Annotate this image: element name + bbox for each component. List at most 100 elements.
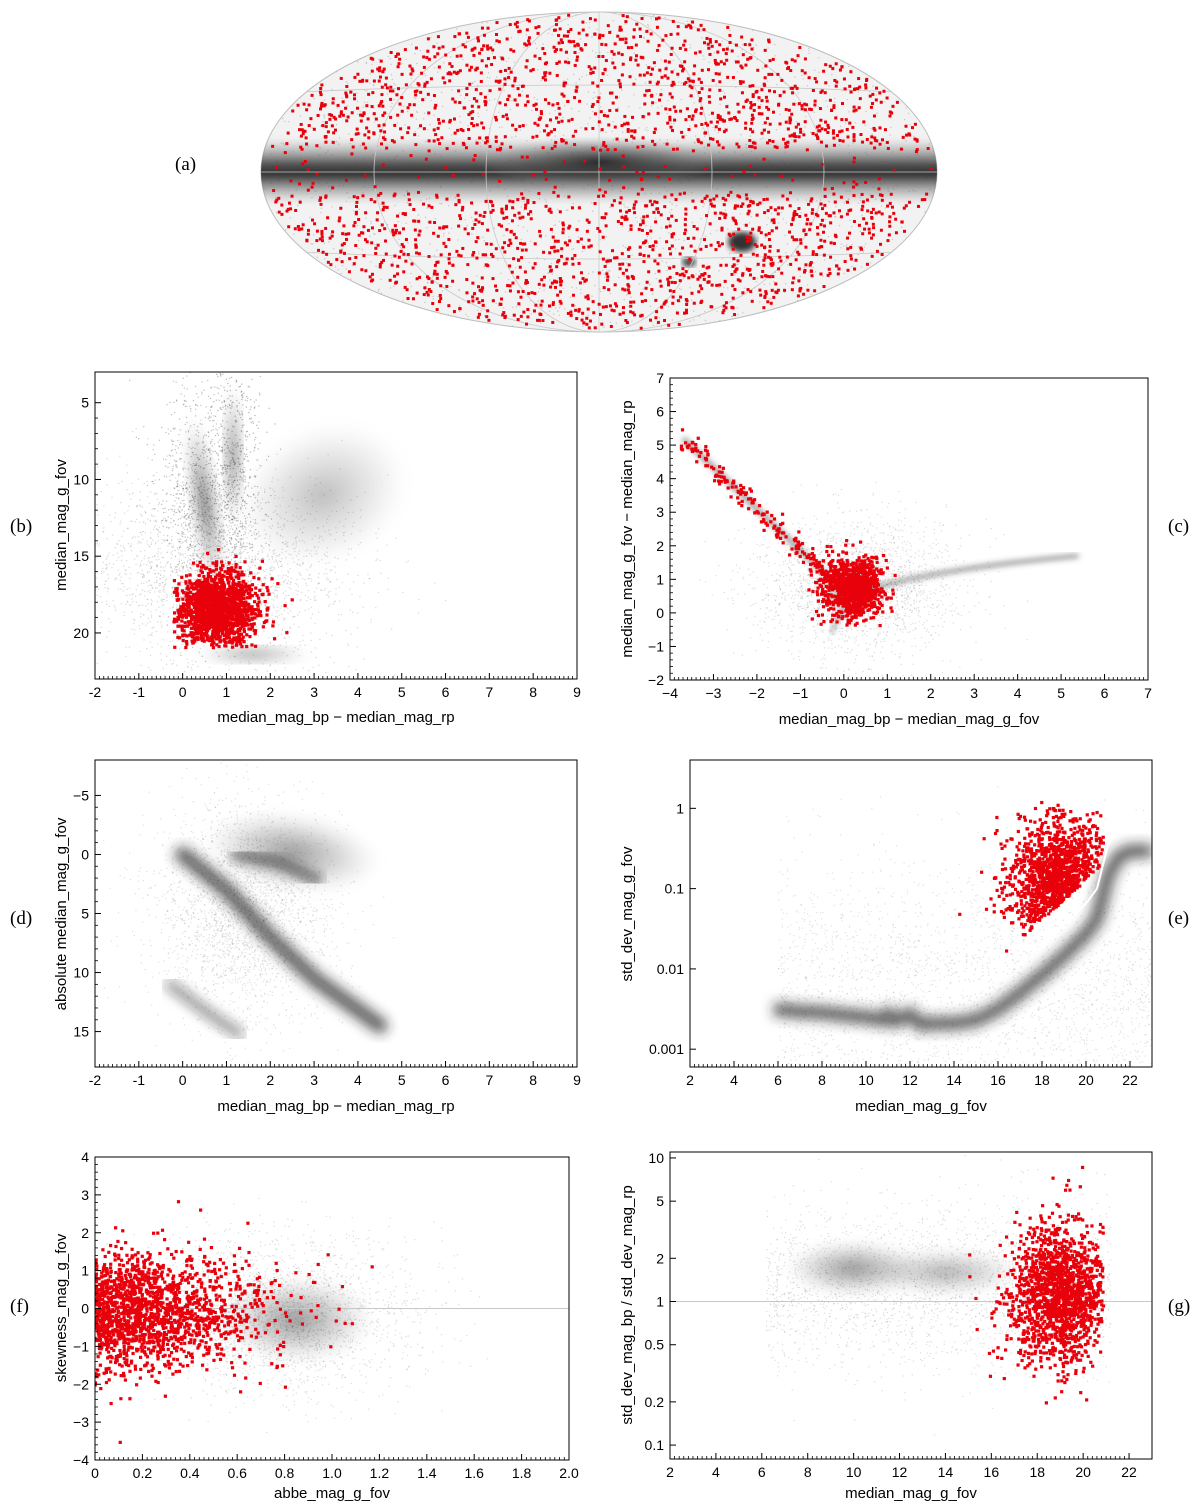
sky-highlight-point xyxy=(690,86,694,90)
sky-density-point xyxy=(653,14,655,17)
sky-density-point xyxy=(655,277,657,280)
sky-highlight-point xyxy=(910,126,914,130)
sky-highlight-point xyxy=(671,80,675,84)
sky-highlight-point xyxy=(862,217,866,221)
sky-highlight-point xyxy=(435,195,439,199)
sky-highlight-point xyxy=(548,304,552,308)
sky-highlight-point xyxy=(475,123,479,127)
sky-highlight-point xyxy=(285,209,289,213)
sky-density-point xyxy=(755,240,758,242)
sky-highlight-point xyxy=(639,326,643,330)
sky-density-point xyxy=(451,89,453,91)
sky-highlight-point xyxy=(724,52,728,56)
density-point xyxy=(209,634,211,636)
density-point xyxy=(280,633,283,636)
sky-density-point xyxy=(883,101,885,103)
sky-highlight-point xyxy=(275,166,279,170)
sky-highlight-point xyxy=(649,32,653,36)
sky-highlight-point xyxy=(283,151,287,155)
sky-density-point xyxy=(499,56,501,58)
sky-highlight-point xyxy=(763,253,767,257)
sky-highlight-point xyxy=(613,283,617,287)
sky-highlight-point xyxy=(624,319,628,323)
density-point xyxy=(304,609,306,611)
density-point xyxy=(115,577,117,579)
sky-density-point xyxy=(458,310,461,313)
sky-highlight-point xyxy=(707,143,711,147)
sky-highlight-point xyxy=(734,43,738,47)
sky-highlight-point xyxy=(365,79,369,83)
sky-highlight-point xyxy=(671,295,675,299)
sky-highlight-point xyxy=(566,30,570,34)
sky-highlight-point xyxy=(713,58,717,62)
sky-density-point xyxy=(750,216,753,218)
sky-highlight-point xyxy=(504,103,508,107)
sky-highlight-point xyxy=(672,289,676,293)
sky-highlight-point xyxy=(627,291,631,295)
sky-highlight-point xyxy=(634,43,638,47)
sky-highlight-point xyxy=(741,291,745,295)
sky-density-point xyxy=(857,246,860,248)
sky-highlight-point xyxy=(856,87,860,91)
sky-density-point xyxy=(605,131,607,133)
density-point xyxy=(317,611,320,613)
sky-density-point xyxy=(875,94,878,96)
sky-highlight-point xyxy=(478,51,482,55)
density-point xyxy=(224,559,227,562)
sky-density-point xyxy=(536,47,538,50)
sky-highlight-point xyxy=(849,245,853,249)
sky-density-point xyxy=(806,85,809,87)
sky-highlight-point xyxy=(785,61,789,65)
density-point xyxy=(129,573,132,575)
sky-highlight-point xyxy=(857,106,861,110)
sky-highlight-point xyxy=(543,74,547,78)
sky-highlight-point xyxy=(301,132,305,136)
density-point xyxy=(185,584,187,586)
sky-highlight-point xyxy=(765,274,769,278)
sky-highlight-point xyxy=(477,285,481,289)
density-point xyxy=(111,496,113,499)
density-point xyxy=(287,571,290,574)
sky-highlight-point xyxy=(844,118,848,122)
sky-highlight-point xyxy=(663,195,667,199)
sky-highlight-point xyxy=(484,199,488,203)
sky-density-point xyxy=(440,91,443,94)
density-point xyxy=(189,554,191,556)
density-point xyxy=(304,644,306,646)
sky-highlight-point xyxy=(715,140,719,144)
density-point xyxy=(120,549,122,552)
sky-highlight-point xyxy=(800,104,804,108)
sky-highlight-point xyxy=(852,139,856,143)
sky-highlight-point xyxy=(398,231,402,235)
sky-highlight-point xyxy=(304,136,308,140)
sky-highlight-point xyxy=(416,190,420,194)
sky-density-point xyxy=(450,56,452,58)
sky-density-point xyxy=(497,259,499,261)
sky-highlight-point xyxy=(563,241,567,245)
density-point xyxy=(157,551,160,553)
sky-highlight-point xyxy=(313,222,317,226)
sky-highlight-point xyxy=(875,86,879,90)
sky-density-point xyxy=(704,319,707,322)
sky-density-point xyxy=(701,36,703,39)
sky-highlight-point xyxy=(471,299,475,303)
sky-density-point xyxy=(507,72,509,75)
sky-highlight-point xyxy=(613,42,617,46)
sky-density-point xyxy=(383,134,386,137)
sky-highlight-point xyxy=(576,240,580,244)
sky-highlight-point xyxy=(538,234,542,238)
sky-highlight-point xyxy=(584,127,588,131)
sky-highlight-point xyxy=(419,90,423,94)
sky-highlight-point xyxy=(668,289,672,293)
sky-density-point xyxy=(557,310,559,312)
sky-highlight-point xyxy=(778,94,782,98)
sky-highlight-point xyxy=(377,193,381,197)
sky-highlight-point xyxy=(751,93,755,97)
sky-highlight-point xyxy=(624,20,628,24)
density-point xyxy=(260,584,262,587)
sky-highlight-point xyxy=(902,206,906,210)
sky-highlight-point xyxy=(788,204,792,208)
sky-density-point xyxy=(664,16,666,19)
sky-density-point xyxy=(804,116,807,118)
sky-density-point xyxy=(826,64,829,66)
